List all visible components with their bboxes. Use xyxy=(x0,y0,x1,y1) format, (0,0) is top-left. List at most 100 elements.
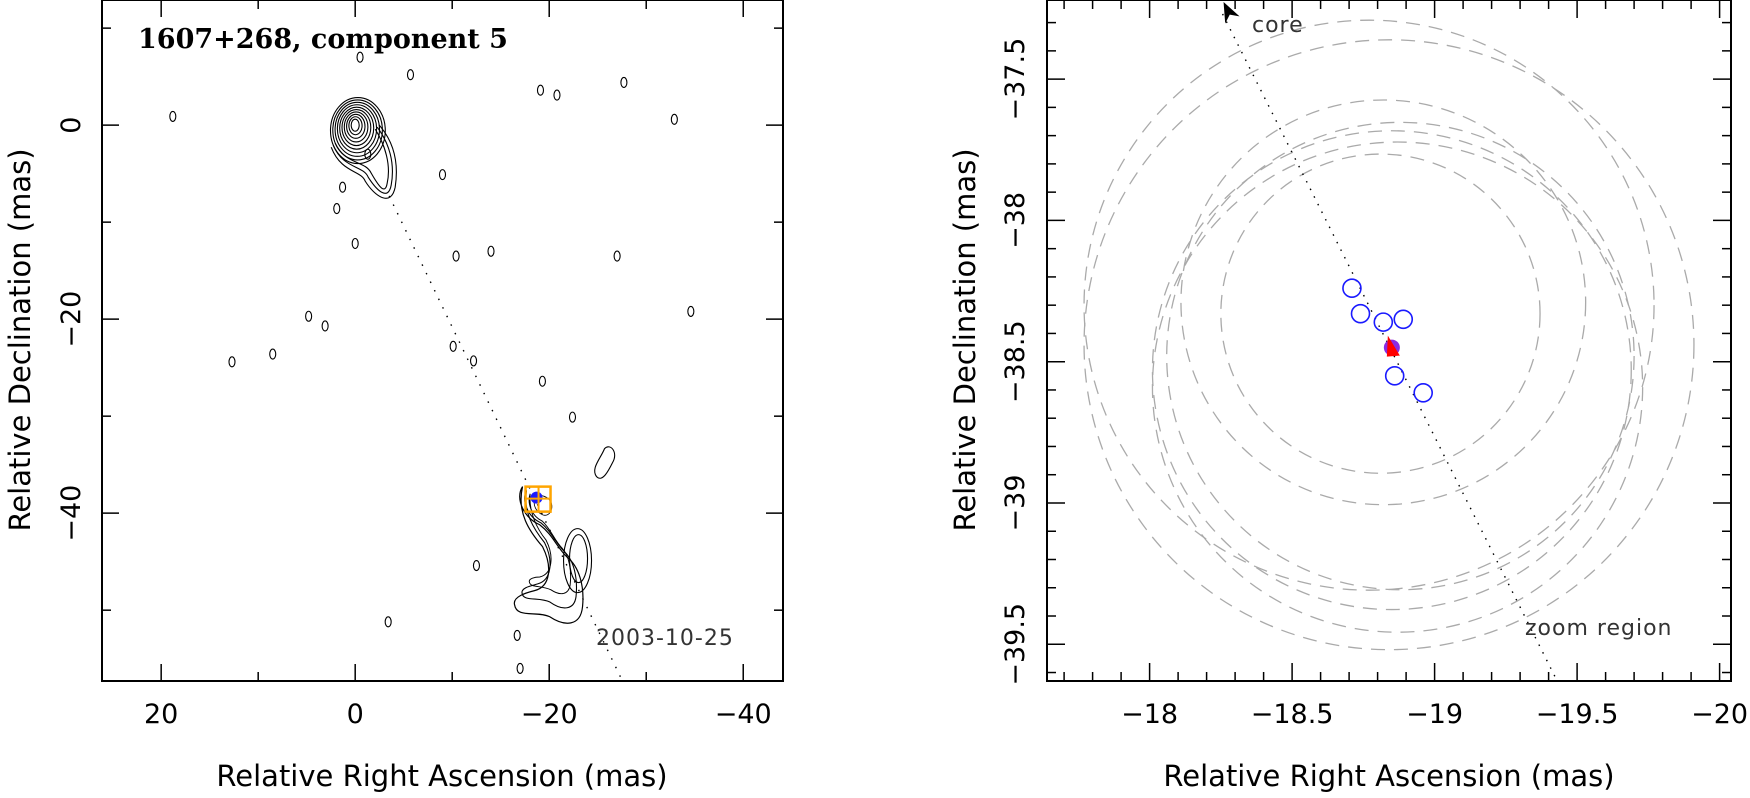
core-direction-line xyxy=(388,195,623,681)
x-tick-label: 20 xyxy=(144,699,178,730)
noise-contour xyxy=(356,51,364,63)
noise-contour xyxy=(228,356,236,368)
noise-contour xyxy=(516,662,524,674)
noise-contour xyxy=(438,169,447,181)
core-contour xyxy=(339,106,375,150)
epoch-label: 2003-10-25 xyxy=(596,626,734,651)
x-tick-label: −18.5 xyxy=(1251,699,1334,730)
noise-contour xyxy=(687,305,695,317)
epoch-position xyxy=(1393,309,1414,330)
noise-contour xyxy=(321,320,329,332)
x-tick-label: −20 xyxy=(521,699,578,730)
x-tick-label: −40 xyxy=(715,699,772,730)
noise-contour xyxy=(538,375,546,387)
left-panel: 20 0 −20 −40 0 −20 −40 1607+268, component 5 2… xyxy=(3,0,784,793)
noise-contour xyxy=(384,616,392,628)
noise-contour xyxy=(364,148,372,160)
epoch-position xyxy=(1413,382,1433,403)
left-y-axis-title: Relative Declination (mas) xyxy=(3,148,37,531)
knot-contour xyxy=(568,534,589,584)
noise-contour xyxy=(568,411,577,423)
y-tick-label: −38.5 xyxy=(1000,320,1031,403)
zoom-region-label: zoom region xyxy=(1525,616,1672,641)
left-x-axis-title: Relative Right Ascension (mas) xyxy=(216,759,667,793)
y-tick-label: −38 xyxy=(1000,192,1031,249)
noise-contour xyxy=(449,340,457,352)
core-contour xyxy=(348,116,363,136)
mean-position-error xyxy=(1386,335,1400,357)
noise-contour xyxy=(305,310,313,322)
jet-contour xyxy=(334,128,389,190)
noise-contour xyxy=(670,113,678,125)
direction-line xyxy=(1221,2,1558,682)
y-tick-label: −37.5 xyxy=(1000,38,1031,121)
core-contour xyxy=(334,101,381,157)
y-tick-label: −39 xyxy=(1000,474,1031,531)
epoch-position xyxy=(1384,366,1405,386)
contour-map xyxy=(169,51,695,674)
noise-contour xyxy=(487,245,495,257)
y-tick-label: −39.5 xyxy=(1000,603,1031,686)
core-contour xyxy=(350,118,360,132)
jet-contour xyxy=(330,124,397,199)
core-direction-line xyxy=(1221,13,1558,682)
left-axis-ticks: 20 0 −20 −40 0 −20 −40 xyxy=(56,0,783,730)
noise-contour xyxy=(339,181,347,193)
core-label: core xyxy=(1252,13,1304,38)
uncertainty-circle xyxy=(1083,19,1655,591)
uncertainty-circles xyxy=(1083,19,1695,651)
uncertainty-circle xyxy=(1180,99,1587,506)
noise-contour xyxy=(553,89,561,101)
knot-contour xyxy=(562,528,593,594)
component-marker xyxy=(524,485,552,513)
core-contour xyxy=(329,96,386,165)
noise-contour xyxy=(351,237,359,250)
core-contour xyxy=(343,111,369,143)
left-panel-title: 1607+268, component 5 xyxy=(138,24,508,55)
core-contour xyxy=(346,113,366,139)
core-contour xyxy=(336,104,378,154)
y-tick-label: 0 xyxy=(56,117,87,134)
noise-contour xyxy=(406,69,415,81)
noise-contour xyxy=(269,348,277,360)
side-contour xyxy=(594,446,616,479)
x-tick-label: −19.5 xyxy=(1536,699,1619,730)
uncertainty-circle xyxy=(1083,39,1695,651)
epoch-position xyxy=(1373,312,1394,332)
noise-contour xyxy=(333,203,341,215)
left-plot-frame xyxy=(101,0,784,682)
noise-contour xyxy=(620,76,628,89)
component-contour xyxy=(528,493,572,595)
epoch-position xyxy=(1350,303,1371,324)
right-plot-frame xyxy=(1046,0,1732,682)
core-contour xyxy=(341,108,372,147)
x-tick-label: −20 xyxy=(1691,699,1748,730)
uncertainty-circle xyxy=(1151,130,1632,611)
noise-contour xyxy=(472,560,481,572)
noise-contour xyxy=(469,355,478,367)
y-tick-label: −40 xyxy=(56,485,87,542)
component-contour xyxy=(513,486,584,624)
right-axis-ticks: −18 −18.5 −19 −19.5 −20 −37.5 −38 −38.5 −39 −39.5 xyxy=(1000,0,1748,730)
jet-contour xyxy=(332,126,393,194)
component-contour xyxy=(521,490,577,609)
uncertainty-circle xyxy=(1166,121,1635,591)
right-panel: −18 −18.5 −19 −19.5 −20 −37.5 −38 −38.5 −39 −39.5… xyxy=(948,0,1748,793)
uncertainty-circle xyxy=(1220,153,1541,474)
noise-contour xyxy=(169,110,177,122)
y-tick-label: −20 xyxy=(56,291,87,348)
x-tick-label: 0 xyxy=(347,699,364,730)
noise-contour xyxy=(536,84,545,96)
x-tick-label: −19 xyxy=(1406,699,1463,730)
direction-line xyxy=(388,195,623,681)
noise-contour xyxy=(513,629,521,641)
noise-contour xyxy=(452,250,460,262)
noise-contour xyxy=(613,250,621,262)
right-y-axis-title: Relative Declination (mas) xyxy=(948,148,982,531)
epoch-position xyxy=(1342,278,1362,299)
position-points xyxy=(1342,278,1433,403)
uncertainty-circle xyxy=(1151,141,1644,633)
right-x-axis-title: Relative Right Ascension (mas) xyxy=(1163,759,1614,793)
core-arrow-icon xyxy=(1223,2,1240,24)
